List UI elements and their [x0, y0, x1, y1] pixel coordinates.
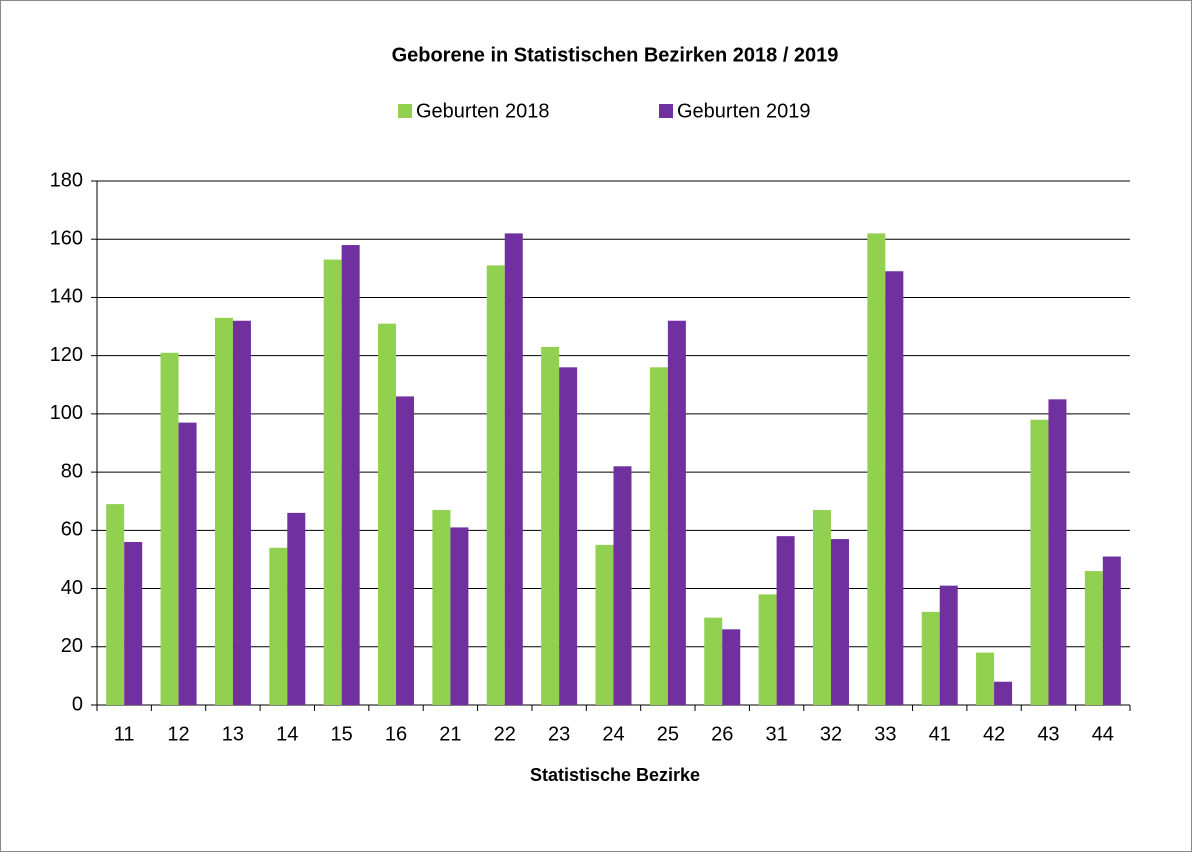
x-tick-label: 31	[765, 723, 787, 745]
x-tick-label: 32	[820, 723, 842, 745]
y-tick-label: 60	[61, 519, 83, 541]
bar	[994, 681, 1013, 705]
x-tick-label: 12	[167, 723, 189, 745]
x-tick-label: 24	[602, 723, 624, 745]
legend-swatch	[398, 104, 412, 118]
bar	[450, 527, 469, 705]
y-tick-label: 40	[61, 577, 83, 599]
x-tick-label: 13	[222, 723, 244, 745]
bar	[178, 422, 197, 705]
x-tick-label: 43	[1037, 723, 1059, 745]
y-tick-label: 80	[61, 460, 83, 482]
x-tick-label: 26	[711, 723, 733, 745]
bar	[124, 541, 143, 705]
x-tick-label: 23	[548, 723, 570, 745]
bar	[921, 611, 940, 705]
bar	[1048, 399, 1067, 705]
bar	[504, 233, 523, 705]
y-tick-label: 100	[50, 402, 83, 424]
legend-label: Geburten 2018	[416, 100, 549, 122]
x-tick-label: 42	[983, 723, 1005, 745]
bar	[106, 504, 125, 705]
legend-swatch	[659, 104, 673, 118]
x-tick-label: 21	[439, 723, 461, 745]
bar	[160, 352, 179, 705]
bar	[976, 652, 995, 705]
bar	[341, 245, 360, 706]
bar	[812, 509, 831, 705]
bar	[1084, 571, 1103, 705]
x-tick-label: 14	[276, 723, 298, 745]
x-tick-label: 41	[929, 723, 951, 745]
y-tick-label: 120	[50, 344, 83, 366]
x-tick-label: 33	[874, 723, 896, 745]
bar	[559, 367, 578, 705]
y-tick-label: 0	[72, 693, 83, 715]
bar	[541, 346, 560, 705]
x-tick-label: 15	[331, 723, 353, 745]
x-tick-label: 44	[1092, 723, 1114, 745]
bar	[722, 629, 741, 705]
x-tick-label: 25	[657, 723, 679, 745]
bar	[649, 367, 668, 705]
bar	[704, 617, 723, 705]
bar	[396, 396, 415, 705]
bar	[885, 271, 904, 705]
y-tick-label: 20	[61, 635, 83, 657]
bar	[486, 265, 505, 705]
y-tick-label: 160	[50, 228, 83, 250]
x-tick-label: 11	[114, 723, 135, 745]
bar	[269, 547, 288, 705]
bar	[1030, 419, 1049, 705]
bar	[758, 594, 777, 705]
bar	[867, 233, 886, 705]
y-tick-label: 140	[50, 286, 83, 308]
bar	[667, 320, 686, 705]
bar	[214, 317, 233, 705]
bar	[378, 323, 397, 705]
bar	[776, 536, 795, 705]
chart-title: Geborene in Statistischen Bezirken 2018 …	[392, 44, 839, 66]
bar	[830, 539, 849, 705]
bar	[1102, 556, 1121, 705]
bar	[232, 320, 251, 705]
x-tick-label: 16	[385, 723, 407, 745]
x-tick-label: 22	[494, 723, 516, 745]
bar	[432, 509, 451, 705]
bar	[613, 466, 632, 705]
x-axis-label: Statistische Bezirke	[530, 765, 700, 785]
bar	[323, 259, 342, 705]
y-tick-label: 180	[50, 169, 83, 191]
legend-label: Geburten 2019	[677, 100, 810, 122]
bar	[595, 544, 614, 705]
bar	[287, 512, 306, 705]
bar	[939, 585, 958, 705]
